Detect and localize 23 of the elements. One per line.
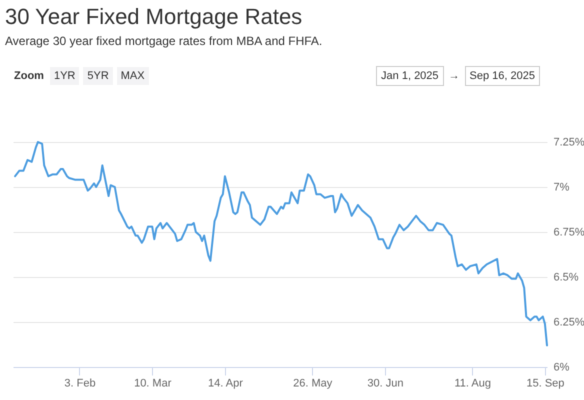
text: 1YR [50, 67, 80, 85]
text: MAX [116, 67, 149, 85]
y-tick-label: 7.25% [554, 136, 584, 148]
x-tick-label: 10. Mar [134, 378, 172, 390]
text: 5YR [83, 67, 113, 85]
x-tick-label: 11. Aug [454, 378, 491, 390]
x-tick-label: 3. Feb [64, 378, 96, 390]
y-tick-label: 6.25% [554, 316, 584, 328]
x-tick-label: 14. Apr [208, 378, 244, 390]
y-tick-label: 6.5% [554, 272, 579, 284]
text: Sep 16, 2025 [464, 66, 540, 86]
x-tick-label: 30. Jun [367, 378, 404, 390]
line-series [14, 141, 548, 346]
y-tick-label: 7% [554, 182, 570, 194]
x-tick-label: 26. May [293, 378, 333, 390]
text: Zoom [14, 70, 44, 82]
y-tick-label: 6% [554, 362, 570, 374]
y-tick-label: 6.75% [554, 226, 584, 238]
chart-subtitle: Average 30 year fixed mortgage rates from MBA and FHFA. [5, 34, 322, 48]
chart-title: 30 Year Fixed Mortgage Rates [5, 4, 302, 30]
text: Jan 1, 2025 [376, 66, 444, 86]
text: → [448, 70, 460, 82]
x-tick-label: 15. Sep [526, 378, 564, 390]
